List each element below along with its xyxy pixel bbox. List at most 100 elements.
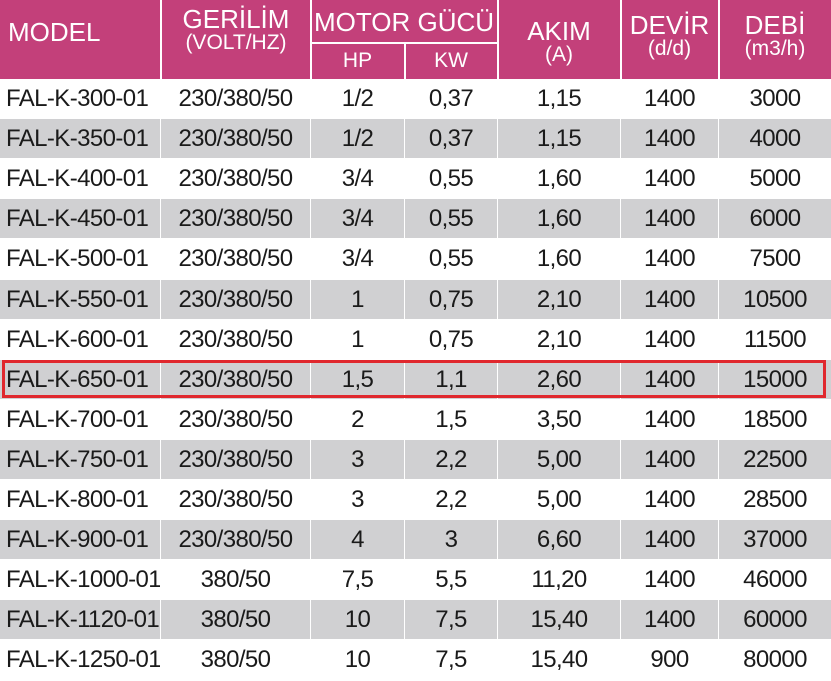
cell-gerilim: 230/380/50: [178, 405, 293, 433]
header-motor-gucu: MOTOR GÜCÜ: [311, 9, 497, 35]
header-akim-unit: (A): [545, 43, 573, 66]
cell-kw: 5,5: [435, 566, 467, 594]
cell-gerilim: 230/380/50: [178, 526, 293, 554]
cell-gerilim: 230/380/50: [178, 245, 293, 273]
cell-gerilim: 380/50: [200, 646, 271, 674]
column-divider: [310, 79, 311, 681]
cell-kw: 0,75: [428, 325, 474, 353]
cell-hp: 1,5: [341, 365, 374, 393]
cell-debi: 5000: [749, 165, 802, 193]
cell-gerilim: 230/380/50: [178, 125, 293, 153]
cell-model: FAL-K-500-01: [6, 245, 149, 273]
cell-debi: 10500: [743, 285, 807, 313]
cell-debi: 60000: [743, 606, 807, 634]
cell-kw: 3: [444, 526, 458, 554]
cell-hp: 1: [351, 285, 364, 313]
cell-akim: 6,60: [536, 526, 582, 554]
cell-debi: 18500: [743, 405, 807, 433]
cell-model: FAL-K-450-01: [6, 205, 149, 233]
column-divider: [497, 79, 498, 681]
cell-devir: 1400: [644, 325, 696, 353]
header-gerilim-unit: (VOLT/HZ): [185, 31, 287, 54]
table-row: FAL-K-1250-01 380/50 10 7,5 15,40 900 80000: [0, 640, 831, 680]
cell-gerilim: 230/380/50: [178, 205, 293, 233]
cell-kw: 0,37: [428, 125, 474, 153]
table-row: FAL-K-500-01 230/380/50 3/4 0,55 1,60 1400 750…: [0, 239, 831, 279]
cell-gerilim: 380/50: [200, 566, 271, 594]
cell-gerilim: 230/380/50: [178, 85, 293, 112]
cell-devir: 1400: [644, 526, 696, 554]
header-akim-label: AKIM: [527, 16, 591, 46]
cell-debi: 28500: [743, 486, 807, 513]
cell-akim: 1,60: [536, 245, 582, 273]
cell-devir: 1400: [644, 445, 696, 473]
cell-devir: 1400: [644, 405, 696, 433]
header-devir-label: DEVİR: [629, 10, 710, 40]
cell-hp: 7,5: [341, 566, 374, 594]
cell-debi: 46000: [743, 566, 807, 594]
cell-debi: 15000: [743, 365, 807, 393]
cell-model: FAL-K-750-01: [6, 445, 149, 473]
cell-hp: 3/4: [341, 245, 374, 273]
cell-devir: 1400: [644, 365, 696, 393]
cell-kw: 2,2: [435, 486, 467, 513]
cell-kw: 0,55: [428, 245, 474, 273]
cell-model: FAL-K-350-01: [6, 125, 149, 153]
header-divider: [620, 0, 622, 79]
cell-akim: 2,10: [536, 325, 582, 353]
cell-akim: 15,40: [530, 646, 588, 674]
header-kw: KW: [405, 48, 497, 74]
table-row: FAL-K-750-01 230/380/50 3 2,2 5,00 1400 22500: [0, 439, 831, 479]
cell-kw: 7,5: [435, 606, 467, 634]
cell-hp: 1/2: [341, 125, 374, 153]
cell-model: FAL-K-900-01: [6, 526, 149, 554]
cell-devir: 900: [650, 646, 689, 674]
cell-debi: 11500: [744, 325, 807, 353]
cell-akim: 11,20: [531, 566, 587, 594]
column-divider: [718, 79, 719, 681]
cell-kw: 0,55: [428, 205, 474, 233]
cell-model: FAL-K-650-01: [6, 365, 149, 393]
table-row: FAL-K-800-01 230/380/50 3 2,2 5,00 1400 28500: [0, 480, 831, 519]
cell-hp: 3/4: [341, 205, 374, 233]
cell-model: FAL-K-700-01: [6, 405, 149, 433]
header-hp-label: HP: [342, 49, 373, 72]
cell-gerilim: 230/380/50: [178, 486, 293, 513]
cell-hp: 3: [351, 445, 364, 473]
cell-model: FAL-K-1000-01: [6, 566, 162, 594]
header-gerilim: GERİLİM (VOLT/HZ): [162, 6, 310, 54]
column-divider: [620, 79, 621, 681]
highlighted-row-frame: [2, 359, 826, 398]
cell-akim: 1,60: [536, 165, 582, 193]
header-divider: [718, 0, 720, 79]
table-row: FAL-K-450-01 230/380/50 3/4 0,55 1,60 1400 600…: [0, 199, 831, 239]
cell-akim: 5,00: [536, 486, 582, 513]
table-row: FAL-K-350-01 230/380/50 1/2 0,37 1,15 1400 400…: [0, 119, 831, 159]
table-row: FAL-K-900-01 230/380/50 4 3 6,60 1400 37000: [0, 520, 831, 560]
header-devir-unit: (d/d): [647, 37, 692, 60]
cell-model: FAL-K-300-01: [6, 85, 149, 112]
cell-kw: 0,75: [428, 285, 474, 313]
header-devir: DEVİR (d/d): [621, 12, 718, 60]
cell-akim: 5,00: [536, 445, 582, 473]
header-motor-gucu-label: MOTOR GÜCÜ: [313, 7, 495, 37]
cell-debi: 37000: [743, 526, 807, 554]
cell-gerilim: 230/380/50: [178, 365, 293, 393]
cell-hp: 1: [351, 325, 364, 353]
cell-gerilim: 230/380/50: [178, 165, 293, 193]
cell-debi: 6000: [749, 205, 802, 233]
cell-akim: 3,50: [536, 405, 582, 433]
table-row: FAL-K-550-01 230/380/50 1 0,75 2,10 1400 10500: [0, 279, 831, 319]
cell-akim: 1,15: [536, 85, 582, 112]
header-model-label: MODEL: [8, 17, 101, 47]
header-debi: DEBİ (m3/h): [719, 12, 831, 60]
cell-debi: 80000: [743, 646, 807, 674]
cell-gerilim: 230/380/50: [178, 325, 293, 353]
cell-kw: 0,55: [428, 165, 474, 193]
cell-hp: 2: [351, 405, 364, 433]
cell-akim: 2,10: [536, 285, 582, 313]
table-row: FAL-K-650-01 230/380/50 1,5 1,1 2,60 1400 1500…: [0, 359, 831, 399]
header-akim: AKIM (A): [498, 18, 620, 66]
cell-hp: 10: [344, 646, 371, 674]
cell-akim: 15,40: [530, 606, 588, 634]
